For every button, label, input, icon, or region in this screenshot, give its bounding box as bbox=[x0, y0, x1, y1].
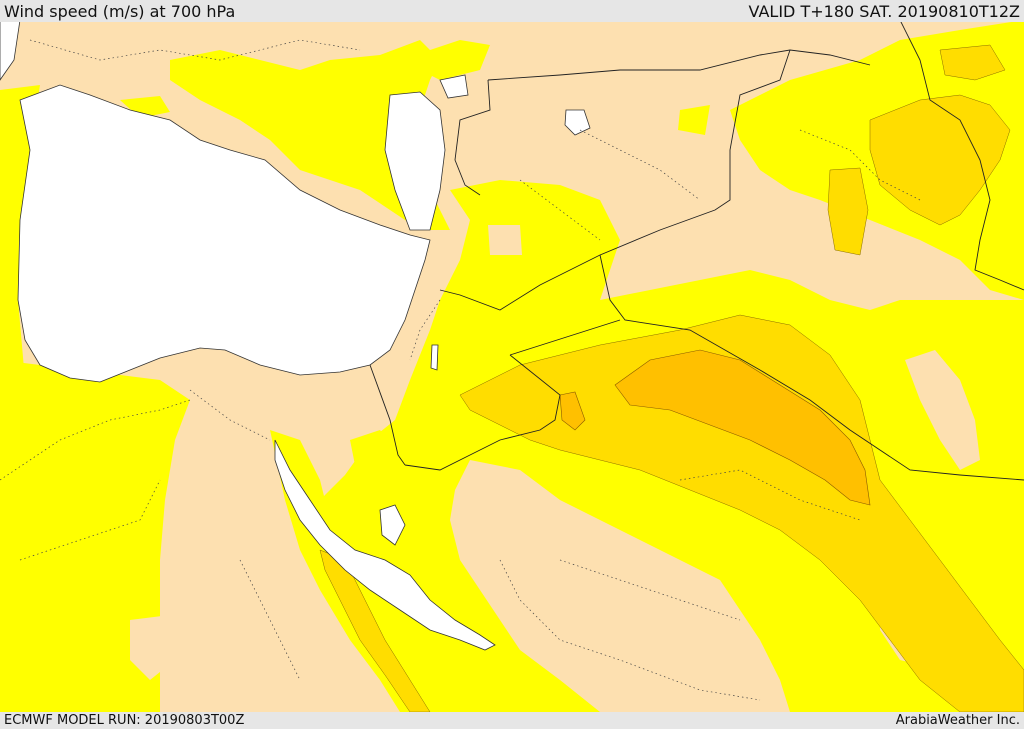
header-bar: Wind speed (m/s) at 700 hPa VALID T+180 … bbox=[0, 0, 1024, 22]
borders bbox=[369, 22, 1024, 481]
wind-band-high bbox=[559, 349, 871, 506]
dead-sea bbox=[430, 344, 439, 371]
valid-time: VALID T+180 SAT. 20190810T12Z bbox=[748, 1, 1020, 21]
model-run: ECMWF MODEL RUN: 20190803T00Z bbox=[4, 713, 245, 728]
water-bodies bbox=[0, 22, 591, 651]
wind-speed-map bbox=[0, 22, 1024, 712]
black-sea-fragment bbox=[439, 74, 469, 99]
map-title: Wind speed (m/s) at 700 hPa bbox=[4, 1, 236, 21]
wind-band-mid bbox=[319, 44, 1024, 712]
mediterranean-sea bbox=[17, 84, 431, 383]
admin-boundaries bbox=[0, 39, 921, 701]
red-sea bbox=[274, 439, 496, 651]
lake-east bbox=[564, 109, 591, 136]
eastern-med-basin bbox=[384, 91, 446, 231]
gulf-of-aqaba bbox=[379, 504, 406, 546]
credit: ArabiaWeather Inc. bbox=[895, 713, 1020, 728]
footer-bar: ECMWF MODEL RUN: 20190803T00Z ArabiaWeat… bbox=[0, 712, 1024, 729]
